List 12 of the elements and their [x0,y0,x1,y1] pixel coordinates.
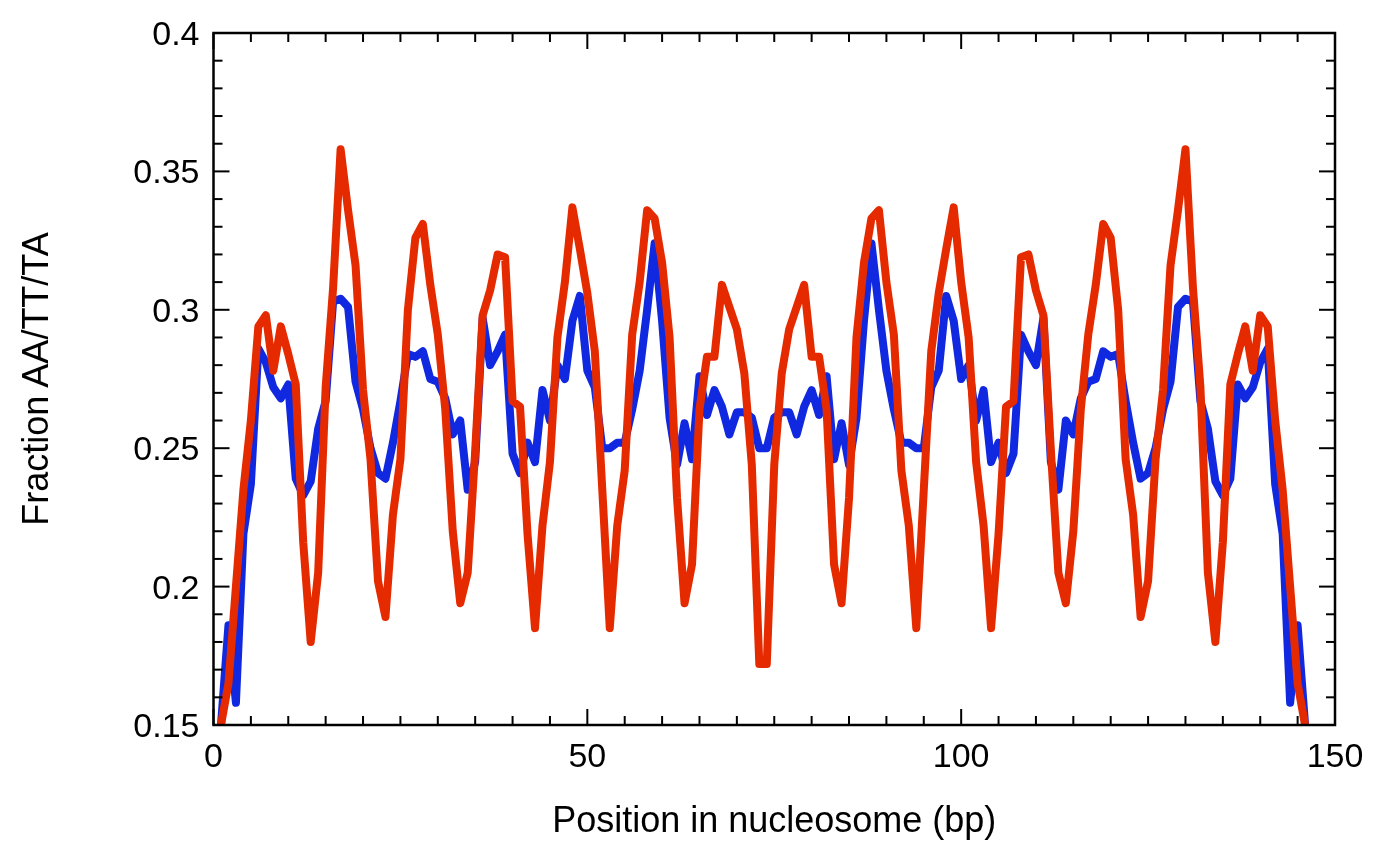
y-tick-label: 0.3 [152,290,200,329]
y-tick-label: 0.4 [152,13,200,52]
x-tick-label: 100 [932,736,990,774]
x-tick-label: 50 [568,736,607,774]
y-axis-title: Fraction AA/TT/TA [15,232,56,526]
y-tick-label: 0.35 [133,152,200,191]
x-tick-label: 150 [1306,736,1364,774]
y-tick-label: 0.25 [133,429,200,468]
x-tick-label: 0 [204,736,223,774]
y-tick-label: 0.15 [133,705,200,744]
y-tick-label: 0.2 [152,567,200,606]
x-axis-title: Position in nucleosome (bp) [552,799,997,840]
